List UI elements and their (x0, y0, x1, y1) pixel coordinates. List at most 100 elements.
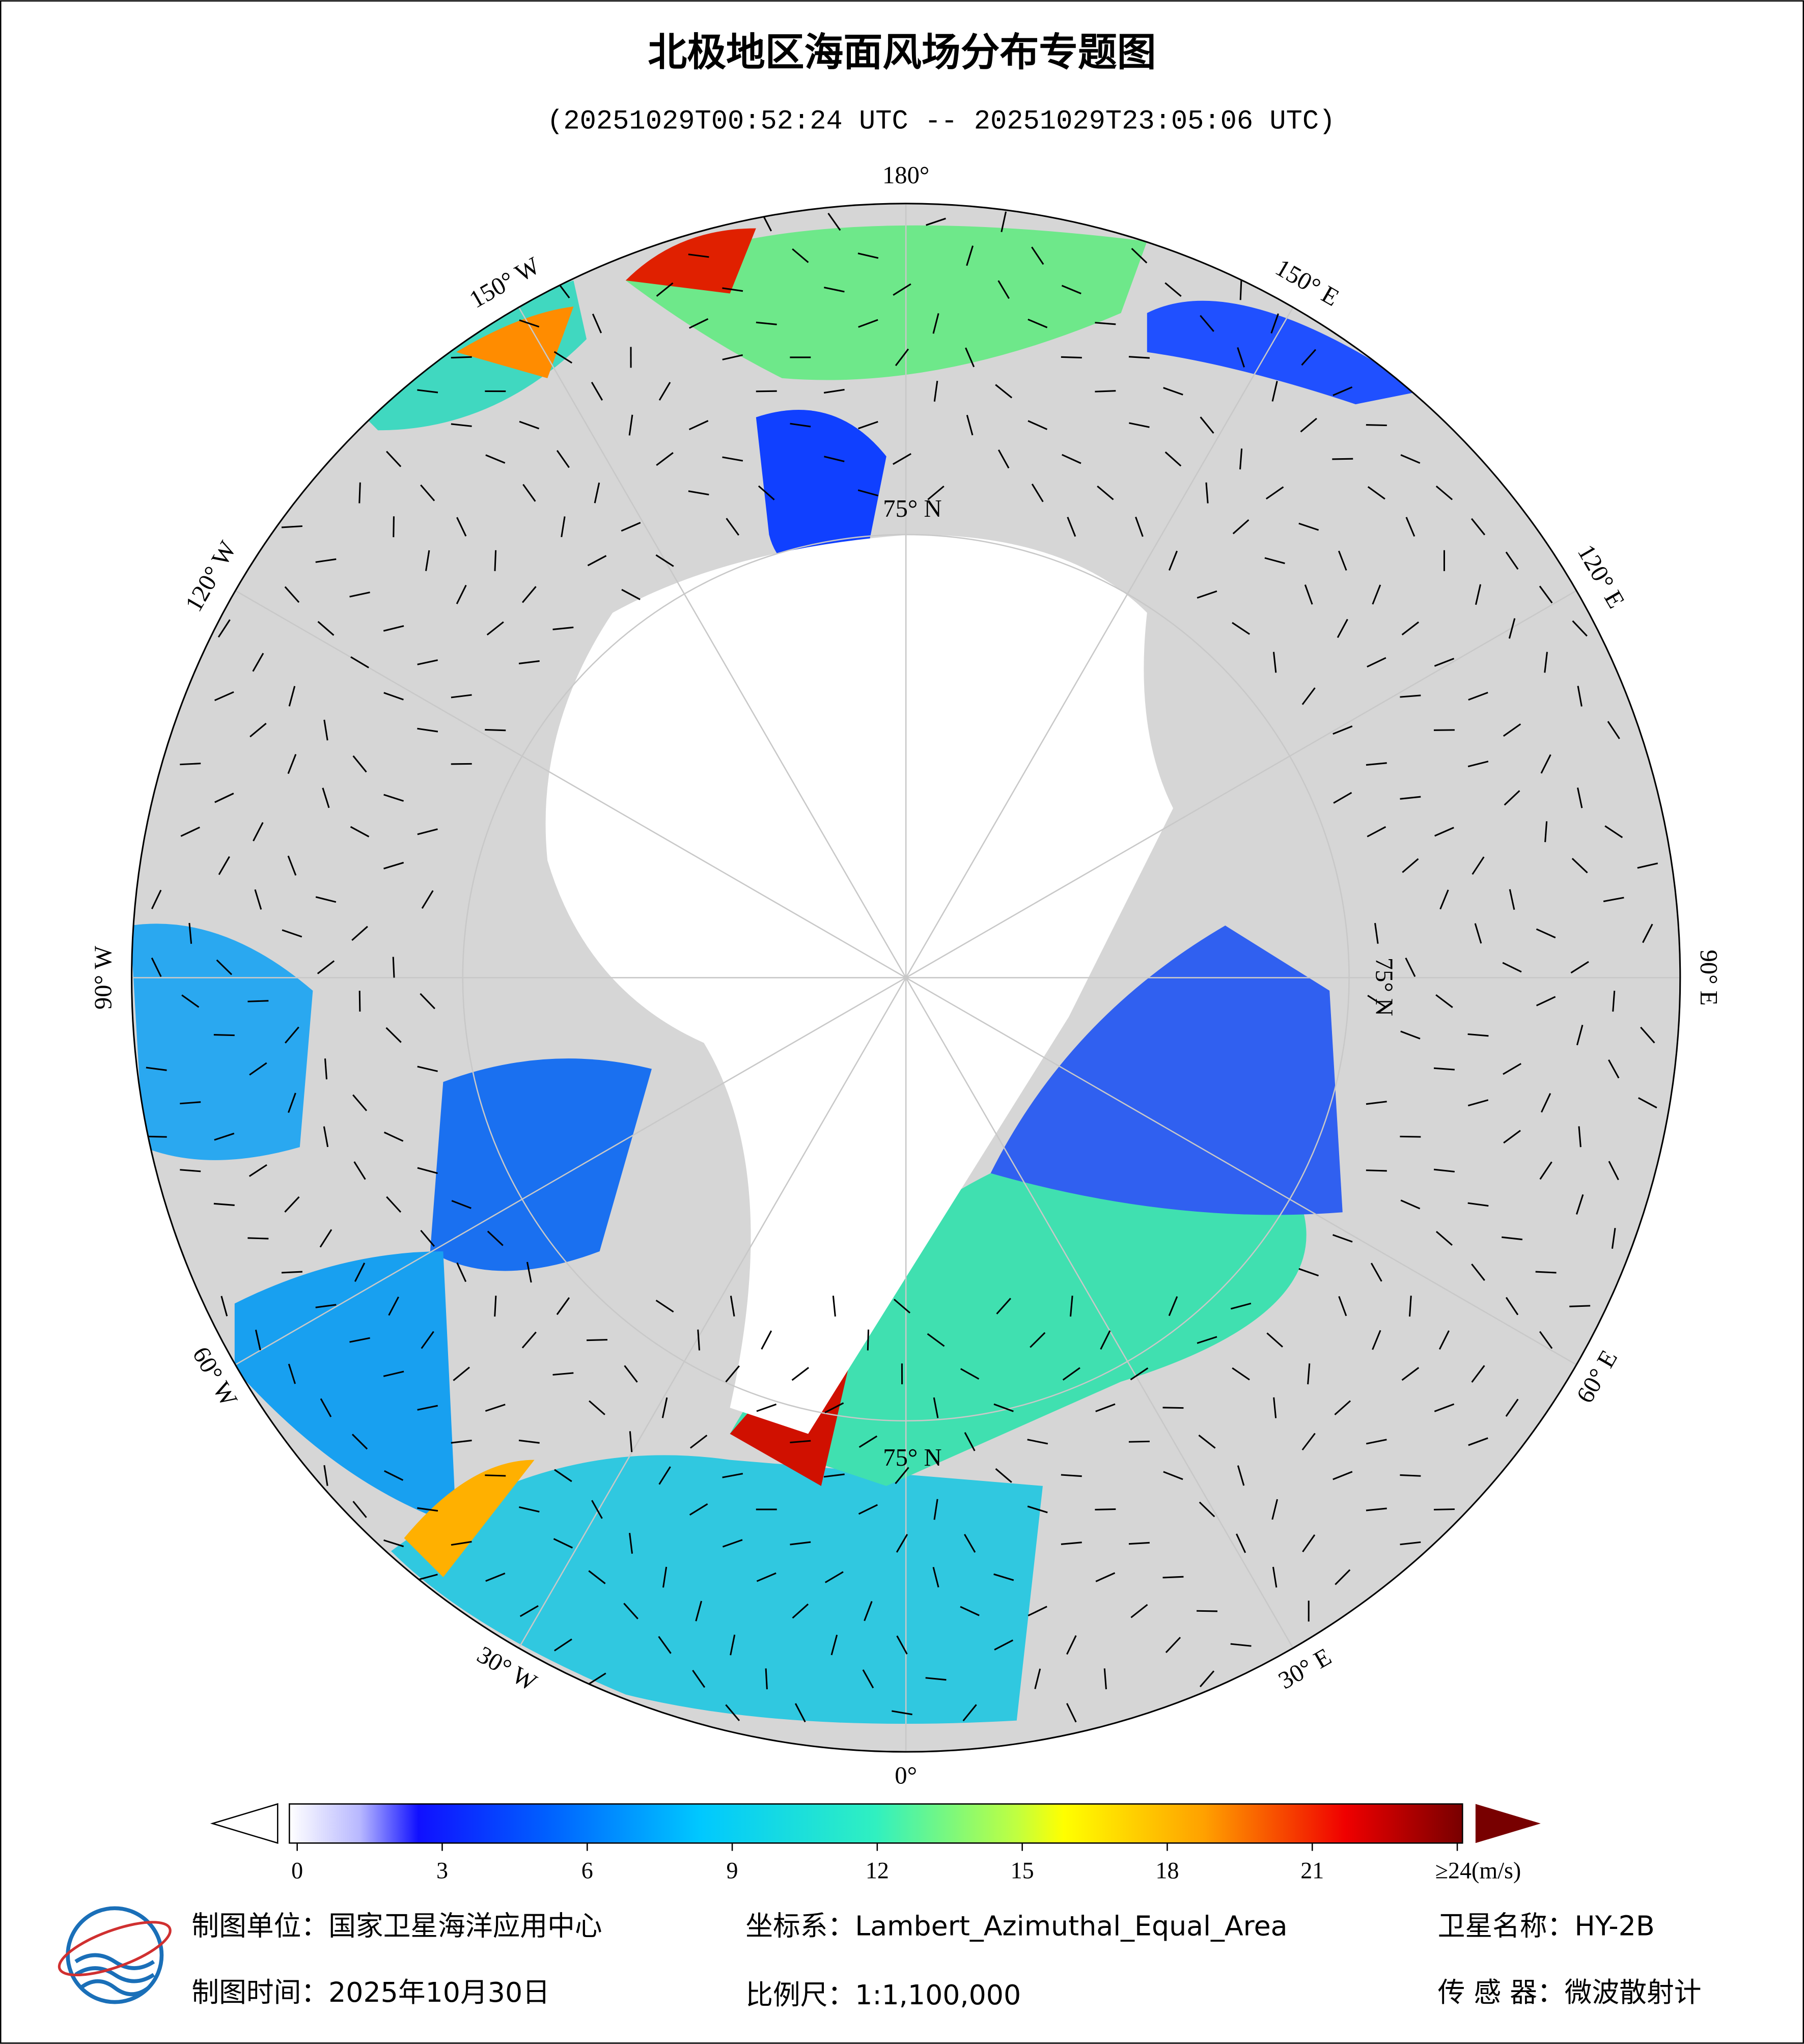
wind-arrow (451, 423, 472, 427)
wind-arrow (1230, 1643, 1252, 1647)
colorbar-tick-label: 9 (727, 1858, 738, 1884)
wind-arrow (1505, 1297, 1519, 1315)
wind-arrow (1370, 1263, 1382, 1282)
logo (58, 1906, 172, 2004)
wind-arrow (386, 1196, 402, 1213)
wind-arrow (352, 1501, 367, 1518)
wind-arrow (1199, 1501, 1215, 1518)
wind-arrow (1130, 1367, 1149, 1381)
wind-arrow (1028, 318, 1048, 328)
wind-arrow (350, 826, 370, 837)
wind-arrow (188, 922, 192, 944)
wind-arrow (315, 1304, 337, 1308)
wind-arrow (1504, 790, 1520, 806)
wind-arrow (1366, 1101, 1387, 1105)
wind-arrow (824, 287, 845, 293)
wind-arrow (823, 1473, 845, 1478)
wind-arrow (1197, 1336, 1217, 1344)
wind-arrow (792, 248, 809, 263)
wind-arrow (323, 1126, 329, 1147)
wind-arrow (1433, 1067, 1455, 1071)
wind-arrow (417, 1574, 438, 1581)
wind-arrow (658, 1636, 672, 1654)
wind-arrow (1637, 862, 1658, 869)
wind-arrow (354, 1263, 366, 1282)
wind-arrow (1372, 584, 1381, 605)
wind-arrow (385, 1027, 402, 1043)
wind-arrow (1162, 1576, 1184, 1579)
wind-arrow (146, 1135, 167, 1138)
wind-arrow (1544, 821, 1548, 843)
wind-arrow (862, 1669, 874, 1689)
wind-arrow (1239, 279, 1242, 300)
wind-arrow (456, 517, 467, 537)
wind-arrow (1367, 826, 1386, 837)
meridian-label: 90° W (90, 946, 117, 1010)
wind-arrow (1097, 485, 1114, 500)
wind-arrow (689, 318, 709, 329)
wind-arrow (456, 584, 467, 604)
wind-arrow (1163, 387, 1183, 396)
wind-arrow (561, 516, 566, 538)
wind-arrow (1570, 961, 1589, 974)
wind-arrow (993, 1403, 1014, 1412)
wind-arrow (658, 1466, 671, 1485)
wind-arrow (421, 1331, 434, 1349)
footer-sensor: 传 感 器：微波散射计 (1438, 1976, 1702, 2008)
wind-arrow (214, 793, 234, 803)
colorbar-tick-label: 15 (1011, 1858, 1034, 1884)
wind-arrow (521, 1331, 537, 1349)
meridian (905, 306, 1294, 978)
wind-arrow (730, 1296, 735, 1317)
sea-ice (545, 535, 1173, 1434)
wind-arrows (146, 211, 1658, 1723)
wind-arrow (1434, 1403, 1455, 1412)
wind-arrow (315, 558, 337, 563)
wind-arrow (180, 1169, 201, 1172)
wind-arrow (933, 1397, 939, 1418)
wind-arrow (180, 1101, 201, 1105)
wind-arrow (1474, 923, 1482, 944)
wind-arrow (730, 1634, 736, 1656)
wind-arrow (624, 1365, 638, 1383)
wind-arrow (1168, 1296, 1178, 1317)
colorbar-tick-label: 21 (1300, 1858, 1324, 1884)
wind-arrow (1435, 1230, 1453, 1246)
wind-arrow (383, 625, 404, 632)
wind-arrow (214, 1132, 235, 1141)
wind-arrow (1199, 1670, 1215, 1688)
wind-arrow (688, 420, 709, 431)
wind-arrow (417, 1405, 438, 1411)
wind-arrow (1027, 1505, 1048, 1514)
wind-arrow (552, 1372, 574, 1376)
wind-arrow (1468, 1437, 1488, 1446)
wind-arrow (1237, 1465, 1245, 1486)
wind-arrow (895, 348, 909, 367)
wind-arrow (1374, 922, 1379, 944)
wind-arrow (1400, 1474, 1421, 1477)
wind-arrow (1095, 1572, 1116, 1582)
wind-arrow (526, 1262, 532, 1283)
wind-arrow (1400, 1199, 1421, 1210)
meridian (905, 977, 1577, 1365)
wind-arrow (756, 1403, 777, 1412)
wind-arrow (351, 926, 368, 941)
wind-arrow (1467, 1033, 1489, 1037)
wind-arrow (1031, 483, 1044, 502)
wind-arrow (1400, 796, 1421, 800)
wind-arrow (758, 485, 775, 500)
wind-arrow (249, 1062, 267, 1076)
wind-arrow (320, 1398, 332, 1417)
wind-arrow (1611, 1227, 1616, 1249)
wind-arrow (1298, 1268, 1319, 1277)
wind-arrow (1301, 687, 1316, 705)
wind-arrow (552, 626, 574, 630)
wind-arrow (1434, 827, 1454, 837)
wind-arrow (761, 1330, 772, 1350)
wind-arrow (384, 1470, 404, 1481)
wind-arrow (1066, 1703, 1077, 1723)
wind-arrow (827, 213, 841, 231)
wind-arrow (1100, 1330, 1111, 1350)
